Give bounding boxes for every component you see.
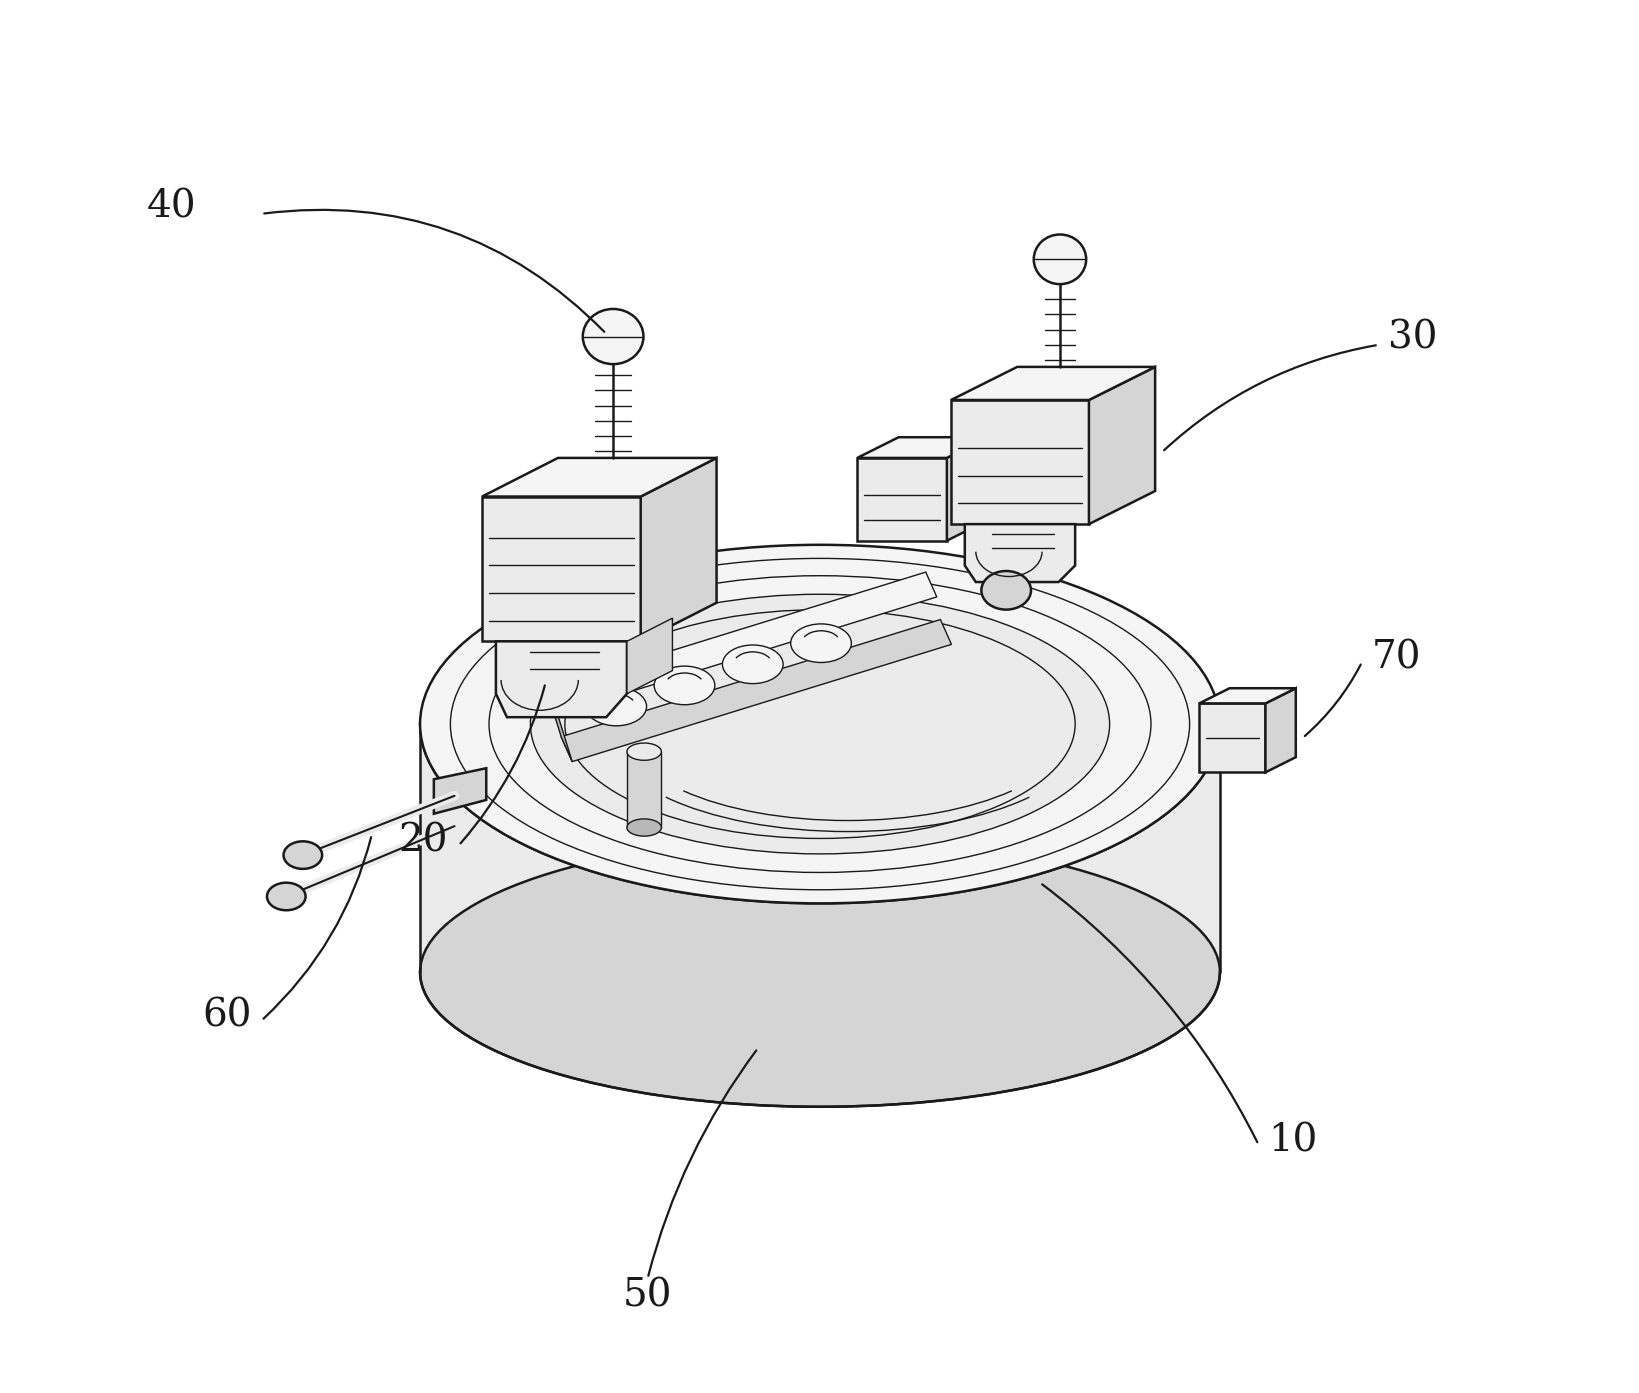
Text: 10: 10 [1267,1123,1316,1159]
Ellipse shape [626,819,661,836]
Polygon shape [546,690,572,762]
Polygon shape [641,458,716,641]
Polygon shape [1198,703,1265,772]
Text: 40: 40 [148,188,197,226]
Polygon shape [495,641,626,717]
Ellipse shape [267,883,305,910]
Polygon shape [857,437,988,458]
Text: 70: 70 [1370,639,1421,677]
Ellipse shape [529,595,1110,854]
Polygon shape [561,620,951,762]
Polygon shape [434,768,485,814]
Polygon shape [546,573,936,715]
Ellipse shape [420,545,1219,904]
Polygon shape [626,752,661,827]
Polygon shape [626,618,672,694]
Polygon shape [951,400,1088,524]
Ellipse shape [488,575,1151,872]
Polygon shape [857,458,946,540]
Ellipse shape [564,610,1075,839]
Ellipse shape [451,559,1188,890]
Ellipse shape [582,309,642,364]
Ellipse shape [284,841,321,869]
Polygon shape [482,496,641,641]
Text: 30: 30 [1387,319,1437,357]
Polygon shape [951,366,1154,400]
Polygon shape [964,524,1075,582]
Polygon shape [1198,688,1295,703]
Ellipse shape [980,571,1031,610]
Ellipse shape [585,687,646,726]
Ellipse shape [654,666,715,705]
Text: 50: 50 [623,1277,672,1315]
Ellipse shape [626,742,661,761]
Ellipse shape [790,624,851,663]
Ellipse shape [1033,234,1085,284]
Ellipse shape [420,837,1219,1107]
Text: 20: 20 [398,823,447,859]
Ellipse shape [723,645,783,684]
Polygon shape [482,458,716,496]
Polygon shape [1088,366,1154,524]
Polygon shape [1265,688,1295,772]
Text: 60: 60 [202,997,252,1035]
Polygon shape [946,437,988,540]
Polygon shape [420,724,1219,1106]
